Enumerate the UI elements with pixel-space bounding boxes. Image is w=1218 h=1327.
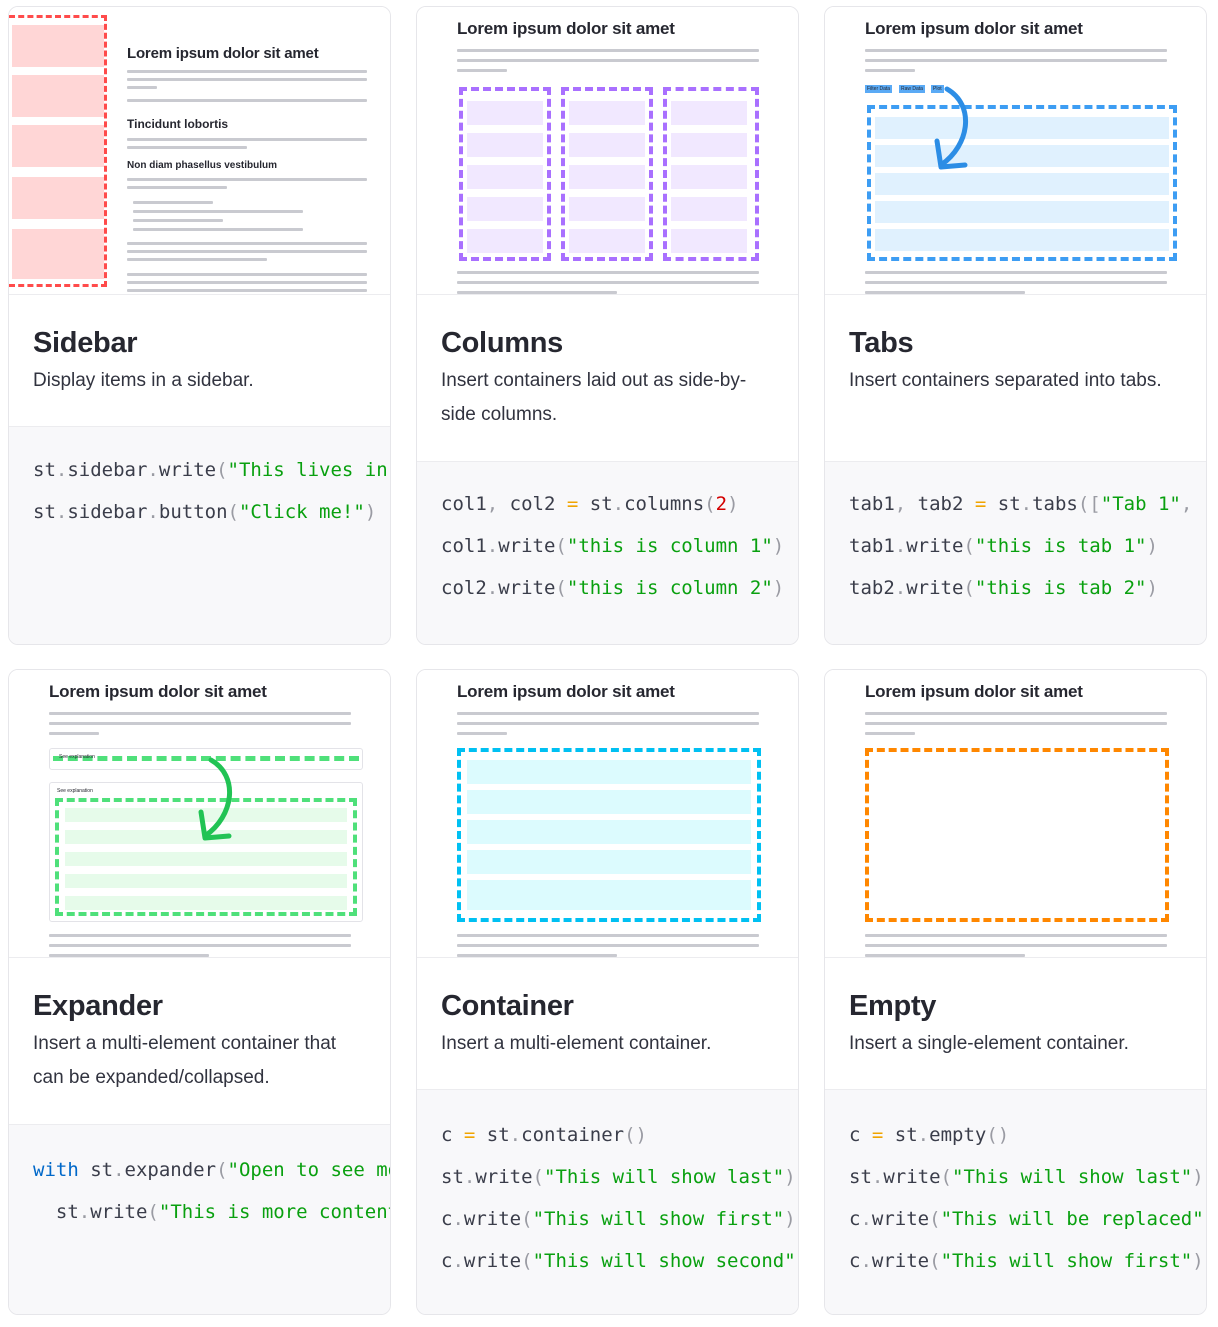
container-preview-image: Lorem ipsum dolor sit amet — [417, 670, 798, 958]
card-title: Expander — [33, 990, 163, 1022]
preview-heading-2: Tincidunt lobortis — [127, 117, 229, 131]
column-highlight-box — [663, 87, 759, 261]
code-snippet: tab1, tab2 = st.tabs(["Tab 1", "Tab 2"])… — [825, 461, 1206, 644]
empty-preview-image: Lorem ipsum dolor sit amet — [825, 670, 1206, 958]
columns-preview-image: Lorem ipsum dolor sit amet — [417, 7, 798, 295]
code-line: c.write("This will show second") — [441, 1250, 798, 1272]
preview-heading-3: Non diam phasellus vestibulum — [127, 160, 278, 171]
sidebar-highlight-box — [9, 15, 107, 287]
preview-title: Lorem ipsum dolor sit amet — [865, 19, 1083, 38]
sidebar-preview-image: Lorem ipsum dolor sit amet Tincidunt lob… — [9, 7, 390, 295]
card-description: Insert containers separated into tabs. — [849, 370, 1162, 391]
card-sidebar[interactable]: Lorem ipsum dolor sit amet Tincidunt lob… — [8, 6, 391, 645]
arrow-down-icon — [198, 757, 233, 841]
card-description: Insert containers laid out as side-by-si… — [441, 370, 747, 425]
code-line: st.write("This is more content") — [33, 1201, 390, 1223]
code-line: c.write("This will be replaced") — [849, 1208, 1206, 1230]
code-line: c.write("This will show first") — [441, 1208, 796, 1230]
card-expander[interactable]: Lorem ipsum dolor sit amet See explanati… — [8, 669, 391, 1315]
preview-title: Lorem ipsum dolor sit amet — [49, 682, 267, 701]
code-line: c = st.empty() — [849, 1124, 1010, 1146]
preview-tab: Plot — [931, 85, 944, 93]
arrow-down-icon — [934, 86, 969, 170]
card-title: Columns — [441, 327, 563, 359]
preview-title: Lorem ipsum dolor sit amet — [865, 682, 1083, 701]
card-title: Tabs — [849, 327, 914, 359]
code-snippet: c = st.empty() st.write("This will show l… — [825, 1089, 1206, 1314]
card-title: Container — [441, 990, 574, 1022]
card-empty[interactable]: Lorem ipsum dolor sit amet Empty Insert … — [824, 669, 1207, 1315]
code-line: st.sidebar.write("This lives in the side… — [33, 459, 388, 481]
card-container[interactable]: Lorem ipsum dolor sit amet Container Ins… — [416, 669, 799, 1315]
preview-expander-label: See explanation — [59, 754, 95, 760]
code-snippet: col1, col2 = st.columns(2) col1.write("th… — [417, 461, 798, 644]
card-description: Display items in a sidebar. — [33, 370, 254, 391]
preview-title: Lorem ipsum dolor sit amet — [457, 19, 675, 38]
code-line: st.write("This will show last") — [849, 1166, 1204, 1188]
code-line: c.write("This will show first") — [849, 1250, 1204, 1272]
card-title: Empty — [849, 990, 937, 1022]
container-highlight-box — [457, 748, 761, 922]
column-highlight-box — [459, 87, 551, 261]
code-line: tab1, tab2 = st.tabs(["Tab 1", "Tab 2"]) — [849, 493, 1206, 515]
code-line: col2.write("this is column 2") — [441, 577, 785, 599]
code-snippet: st.sidebar.write("This lives in the side… — [9, 426, 390, 644]
card-tabs[interactable]: Lorem ipsum dolor sit amet Filter Data R… — [824, 6, 1207, 645]
preview-title: Lorem ipsum dolor sit amet — [127, 45, 319, 62]
code-line: st.sidebar.button("Click me!") — [33, 501, 377, 523]
card-description: Insert a single-element container. — [849, 1033, 1129, 1054]
card-description: Insert a multi-element container that ca… — [33, 1033, 337, 1088]
preview-tab: Raw Data — [899, 85, 925, 93]
tabs-preview-image: Lorem ipsum dolor sit amet Filter Data R… — [825, 7, 1206, 295]
code-line: col1.write("this is column 1") — [441, 535, 785, 557]
code-line: tab1.write("this is tab 1") — [849, 535, 1158, 557]
code-line: tab2.write("this is tab 2") — [849, 577, 1158, 599]
expander-highlight-box — [55, 798, 357, 916]
card-columns[interactable]: Lorem ipsum dolor sit amet Columns Inser… — [416, 6, 799, 645]
preview-tab: Filter Data — [865, 85, 893, 93]
card-description: Insert a multi-element container. — [441, 1033, 712, 1054]
preview-expander-label: See explanation — [57, 788, 93, 794]
code-snippet: with st.expander("Open to see more"): st… — [9, 1124, 390, 1314]
card-title: Sidebar — [33, 327, 138, 359]
code-line: c = st.container() — [441, 1124, 647, 1146]
code-line: col1, col2 = st.columns(2) — [441, 493, 739, 515]
code-line: with st.expander("Open to see more"): — [33, 1159, 390, 1181]
code-snippet: c = st.container() st.write("This will sh… — [417, 1089, 798, 1314]
tabs-highlight-box — [867, 105, 1177, 261]
empty-highlight-box — [865, 748, 1169, 922]
preview-title: Lorem ipsum dolor sit amet — [457, 682, 675, 701]
code-line: st.write("This will show last") — [441, 1166, 796, 1188]
expander-preview-image: Lorem ipsum dolor sit amet See explanati… — [9, 670, 390, 958]
column-highlight-box — [561, 87, 653, 261]
